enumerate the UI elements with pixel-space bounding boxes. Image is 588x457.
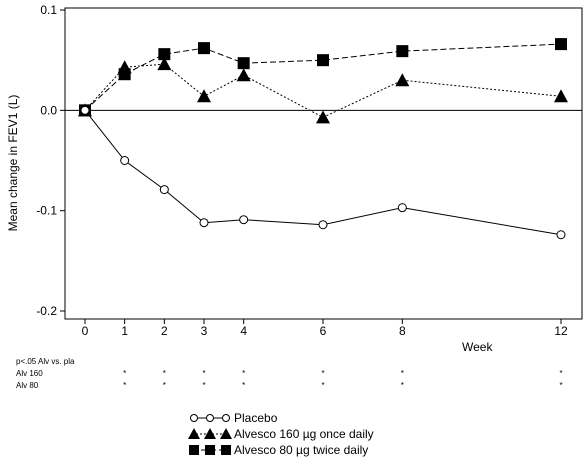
legend-label: Alvesco 160 µg once daily [234, 427, 374, 441]
series-line [84, 43, 562, 111]
significance-mark: * [321, 369, 324, 378]
legend-marker [221, 445, 231, 455]
y-tick-label: -0.1 [36, 204, 57, 218]
significance-mark: * [242, 381, 245, 390]
legend-item: Alvesco 80 µg twice daily [189, 443, 368, 457]
y-tick-label: 0.1 [40, 3, 57, 17]
data-point [554, 89, 568, 103]
series-alvesco-160-g-once-daily [78, 57, 568, 124]
legend-marker [205, 445, 215, 455]
data-point [120, 156, 130, 165]
data-point [197, 89, 211, 103]
series-layer [78, 38, 568, 240]
data-point [80, 105, 90, 115]
x-axis: 0 1 2 3 4 6 8 12 [82, 319, 568, 338]
legend-marker [206, 414, 214, 422]
significance-table: p<.05 Alv vs. pla Alv 160 * * * * * * * Alv 80 * * *… [16, 357, 563, 390]
significance-mark: * [559, 381, 562, 390]
x-tick-label: 12 [554, 324, 568, 338]
data-point [118, 68, 131, 81]
data-point [198, 42, 210, 55]
legend-item: Alvesco 160 µg once daily [188, 427, 374, 441]
significance-mark: * [202, 369, 205, 378]
data-point [157, 57, 172, 71]
significance-mark: * [202, 381, 205, 390]
x-tick-label: 1 [121, 324, 128, 338]
legend-marker [188, 428, 200, 439]
x-tick-label: 6 [320, 324, 327, 338]
data-point [318, 220, 328, 230]
significance-mark: * [123, 381, 126, 390]
legend-marker [204, 428, 216, 439]
y-tick-label: -0.2 [36, 304, 57, 318]
significance-row-label: Alv 160 [16, 369, 43, 378]
data-point [555, 38, 567, 51]
data-point [396, 45, 409, 58]
data-point [237, 57, 250, 70]
data-point [236, 68, 251, 82]
significance-mark: * [163, 381, 166, 390]
data-point [316, 110, 330, 124]
legend-marker [220, 428, 232, 439]
data-point [556, 230, 566, 240]
y-axis: 0.1 0.0 -0.1 -0.2 [36, 3, 65, 318]
series-line [84, 63, 562, 118]
x-tick-label: 2 [161, 324, 168, 338]
x-axis-title: Week [462, 340, 493, 354]
significance-mark: * [123, 369, 126, 378]
data-point [159, 185, 169, 195]
series-alvesco-80-g-twice-daily [79, 38, 567, 117]
data-point [158, 48, 171, 61]
legend-item: Placebo [190, 411, 278, 425]
data-point [317, 54, 329, 67]
significance-row-label: Alv 80 [16, 381, 39, 390]
legend-marker [189, 445, 199, 455]
significance-mark: * [401, 381, 404, 390]
series-placebo [80, 105, 566, 240]
legend-marker [190, 414, 198, 422]
legend-label: Placebo [234, 411, 278, 425]
y-tick-label: 0.0 [40, 103, 57, 117]
y-axis-title: Mean change in FEV1 (L) [6, 95, 20, 232]
legend-label: Alvesco 80 µg twice daily [234, 443, 368, 457]
data-point [199, 218, 209, 228]
significance-mark: * [559, 369, 562, 378]
x-tick-label: 8 [399, 324, 406, 338]
legend: Placebo Alvesco 160 µg once daily Alvesco … [188, 411, 374, 457]
x-tick-label: 0 [82, 324, 89, 338]
data-point [397, 203, 407, 213]
significance-mark: * [242, 369, 245, 378]
series-line [84, 110, 562, 236]
x-tick-label: 4 [240, 324, 247, 338]
data-point [395, 73, 410, 87]
significance-header: p<.05 Alv vs. pla [16, 357, 75, 366]
significance-mark: * [163, 369, 166, 378]
significance-mark: * [401, 369, 404, 378]
data-point [239, 215, 249, 225]
legend-marker [222, 414, 230, 422]
x-tick-label: 3 [201, 324, 208, 338]
significance-mark: * [321, 381, 324, 390]
